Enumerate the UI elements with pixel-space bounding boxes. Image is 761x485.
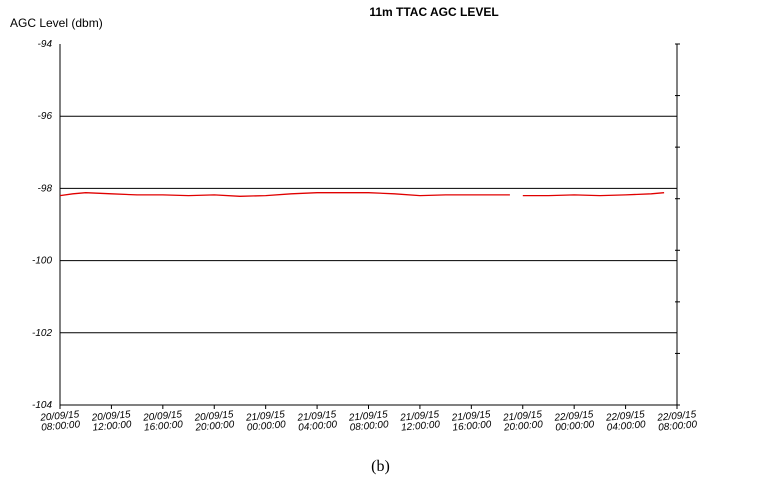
x-tick-time: 16:00:00 xyxy=(452,419,492,433)
y-tick-labels: -94 -96 -98 -100 -102 -104 xyxy=(32,39,52,411)
gridlines xyxy=(60,115,677,334)
x-tick-time: 04:00:00 xyxy=(606,419,646,433)
x-tick-date: 20/09/15 xyxy=(142,409,183,423)
x-tick-date: 20/09/15 xyxy=(39,409,80,423)
x-tick-time: 00:00:00 xyxy=(555,419,595,433)
x-tick-time: 20:00:00 xyxy=(503,419,544,433)
x-tick-date: 21/09/15 xyxy=(502,409,543,423)
series-line xyxy=(59,192,510,197)
x-tick-time: 16:00:00 xyxy=(144,419,184,433)
y-tick-label: -104 xyxy=(32,400,52,411)
x-tick-time: 00:00:00 xyxy=(246,419,286,433)
x-tick-date: 22/09/15 xyxy=(553,409,594,423)
x-tick-date: 20/09/15 xyxy=(193,409,234,423)
x-tick-time: 12:00:00 xyxy=(401,419,441,433)
y-tick-label: -102 xyxy=(32,328,52,339)
x-tick-time: 08:00:00 xyxy=(41,419,81,433)
right-axis-ticks xyxy=(675,43,680,406)
x-tick-time: 04:00:00 xyxy=(298,419,338,433)
x-tick-date: 21/09/15 xyxy=(399,409,440,423)
chart-title: 11m TTAC AGC LEVEL xyxy=(369,5,498,19)
x-tick-date: 21/09/15 xyxy=(296,409,337,423)
x-tick-labels: 20/09/1508:00:0020/09/1512:00:0020/09/15… xyxy=(39,405,698,434)
x-tick-date: 22/09/15 xyxy=(604,409,645,423)
axes xyxy=(59,44,678,406)
y-tick-label: -100 xyxy=(32,256,52,267)
x-tick-date: 22/09/15 xyxy=(656,409,697,423)
series-layer xyxy=(59,192,665,197)
figure-caption: (b) xyxy=(371,458,390,475)
y-axis-label: AGC Level (dbm) xyxy=(10,16,103,30)
series-line xyxy=(522,192,665,197)
x-tick-time: 08:00:00 xyxy=(658,419,698,433)
x-tick-date: 21/09/15 xyxy=(347,409,388,423)
x-tick-date: 21/09/15 xyxy=(450,409,491,423)
y-tick-label: -94 xyxy=(38,39,53,50)
y-tick-label: -98 xyxy=(38,183,53,194)
x-tick-date: 21/09/15 xyxy=(245,409,286,423)
x-tick-time: 20:00:00 xyxy=(194,419,235,433)
x-tick-time: 12:00:00 xyxy=(92,419,132,433)
x-tick-time: 08:00:00 xyxy=(349,419,389,433)
x-tick-date: 20/09/15 xyxy=(90,409,131,423)
y-tick-label: -96 xyxy=(38,111,53,122)
